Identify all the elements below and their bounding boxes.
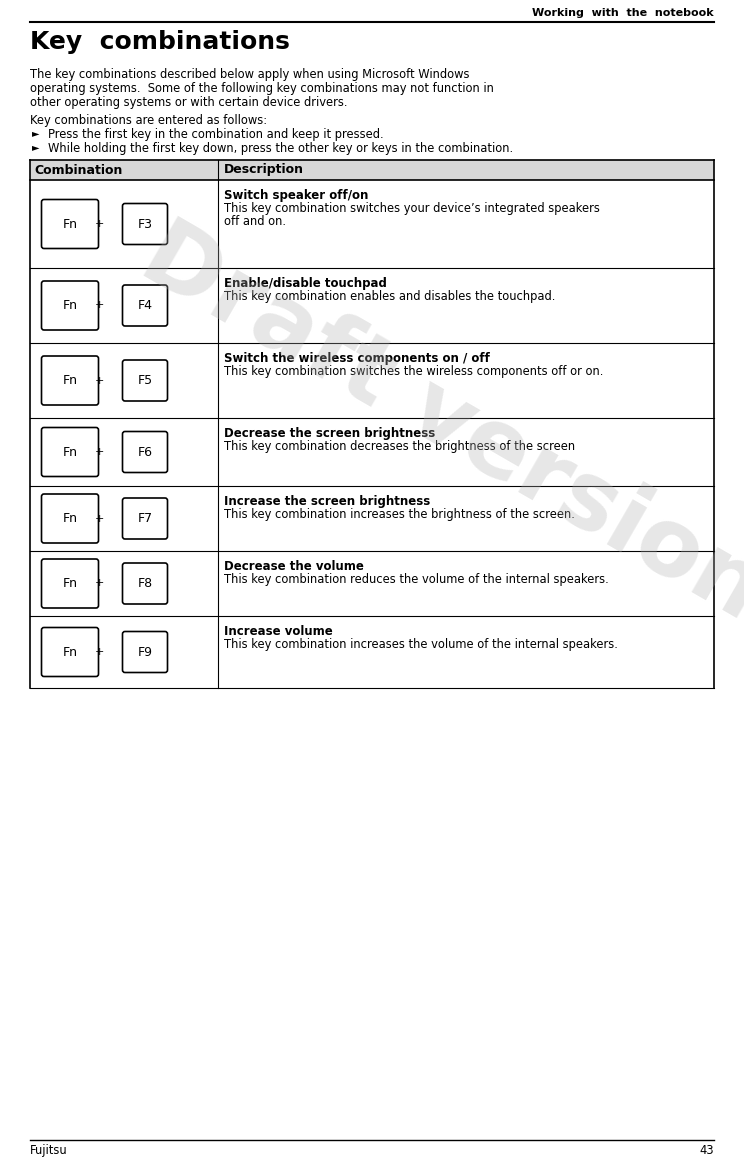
Text: other operating systems or with certain device drivers.: other operating systems or with certain … bbox=[30, 96, 347, 109]
Text: This key combination increases the volume of the internal speakers.: This key combination increases the volum… bbox=[224, 637, 618, 651]
Text: This key combination enables and disables the touchpad.: This key combination enables and disable… bbox=[224, 290, 555, 302]
FancyBboxPatch shape bbox=[123, 285, 167, 326]
Text: This key combination switches the wireless components off or on.: This key combination switches the wirele… bbox=[224, 365, 603, 378]
Text: +: + bbox=[94, 647, 104, 657]
Text: While holding the first key down, press the other key or keys in the combination: While holding the first key down, press … bbox=[48, 143, 513, 155]
Text: This key combination switches your device’s integrated speakers: This key combination switches your devic… bbox=[224, 202, 600, 216]
Text: Increase the screen brightness: Increase the screen brightness bbox=[224, 495, 430, 508]
Text: 43: 43 bbox=[699, 1144, 714, 1157]
Text: Switch speaker off/on: Switch speaker off/on bbox=[224, 189, 368, 202]
Text: off and on.: off and on. bbox=[224, 216, 286, 228]
Text: ►: ► bbox=[32, 127, 39, 138]
Text: This key combination decreases the brightness of the screen: This key combination decreases the brigh… bbox=[224, 440, 575, 453]
Text: Fn: Fn bbox=[62, 646, 77, 658]
Text: Decrease the screen brightness: Decrease the screen brightness bbox=[224, 427, 435, 440]
Text: F8: F8 bbox=[138, 577, 153, 590]
FancyBboxPatch shape bbox=[123, 360, 167, 401]
Text: F6: F6 bbox=[138, 445, 153, 459]
Text: F4: F4 bbox=[138, 299, 153, 312]
Text: This key combination increases the brightness of the screen.: This key combination increases the brigh… bbox=[224, 508, 575, 522]
FancyBboxPatch shape bbox=[123, 563, 167, 604]
Text: +: + bbox=[94, 300, 104, 311]
Text: +: + bbox=[94, 513, 104, 524]
Text: Key combinations are entered as follows:: Key combinations are entered as follows: bbox=[30, 114, 267, 127]
Text: Fn: Fn bbox=[62, 445, 77, 459]
Text: +: + bbox=[94, 447, 104, 457]
Bar bbox=[30, 615, 714, 688]
Text: Working  with  the  notebook: Working with the notebook bbox=[533, 8, 714, 19]
Text: +: + bbox=[94, 578, 104, 589]
Text: +: + bbox=[94, 376, 104, 386]
Text: Combination: Combination bbox=[34, 163, 122, 176]
Text: F3: F3 bbox=[138, 218, 153, 231]
Text: F7: F7 bbox=[138, 512, 153, 525]
Text: operating systems.  Some of the following key combinations may not function in: operating systems. Some of the following… bbox=[30, 82, 494, 95]
FancyBboxPatch shape bbox=[42, 199, 98, 248]
Text: Increase volume: Increase volume bbox=[224, 625, 333, 637]
Text: Fn: Fn bbox=[62, 299, 77, 312]
Text: Press the first key in the combination and keep it pressed.: Press the first key in the combination a… bbox=[48, 127, 384, 141]
FancyBboxPatch shape bbox=[42, 428, 98, 476]
Text: ►: ► bbox=[32, 143, 39, 152]
Text: The key combinations described below apply when using Microsoft Windows: The key combinations described below app… bbox=[30, 68, 469, 81]
FancyBboxPatch shape bbox=[123, 632, 167, 672]
Bar bbox=[30, 180, 714, 268]
Text: Fn: Fn bbox=[62, 512, 77, 525]
Bar bbox=[30, 343, 714, 418]
Text: Key  combinations: Key combinations bbox=[30, 30, 290, 54]
FancyBboxPatch shape bbox=[123, 431, 167, 473]
Text: Decrease the volume: Decrease the volume bbox=[224, 560, 364, 573]
Bar bbox=[30, 486, 714, 551]
Text: Switch the wireless components on / off: Switch the wireless components on / off bbox=[224, 352, 490, 365]
Bar bbox=[30, 268, 714, 343]
FancyBboxPatch shape bbox=[123, 498, 167, 539]
Text: Fn: Fn bbox=[62, 218, 77, 231]
Bar bbox=[30, 160, 714, 180]
Text: Enable/disable touchpad: Enable/disable touchpad bbox=[224, 277, 387, 290]
Text: +: + bbox=[94, 219, 104, 229]
Text: F5: F5 bbox=[138, 374, 153, 387]
FancyBboxPatch shape bbox=[42, 356, 98, 404]
Text: Fn: Fn bbox=[62, 374, 77, 387]
FancyBboxPatch shape bbox=[42, 627, 98, 677]
Text: This key combination reduces the volume of the internal speakers.: This key combination reduces the volume … bbox=[224, 573, 609, 586]
Text: Fujitsu: Fujitsu bbox=[30, 1144, 68, 1157]
Bar bbox=[30, 418, 714, 486]
Text: Description: Description bbox=[224, 163, 304, 176]
FancyBboxPatch shape bbox=[123, 204, 167, 245]
Text: Draft version: Draft version bbox=[126, 209, 744, 639]
FancyBboxPatch shape bbox=[42, 280, 98, 330]
FancyBboxPatch shape bbox=[42, 494, 98, 544]
Bar bbox=[30, 551, 714, 615]
FancyBboxPatch shape bbox=[42, 559, 98, 608]
Text: F9: F9 bbox=[138, 646, 153, 658]
Text: Fn: Fn bbox=[62, 577, 77, 590]
